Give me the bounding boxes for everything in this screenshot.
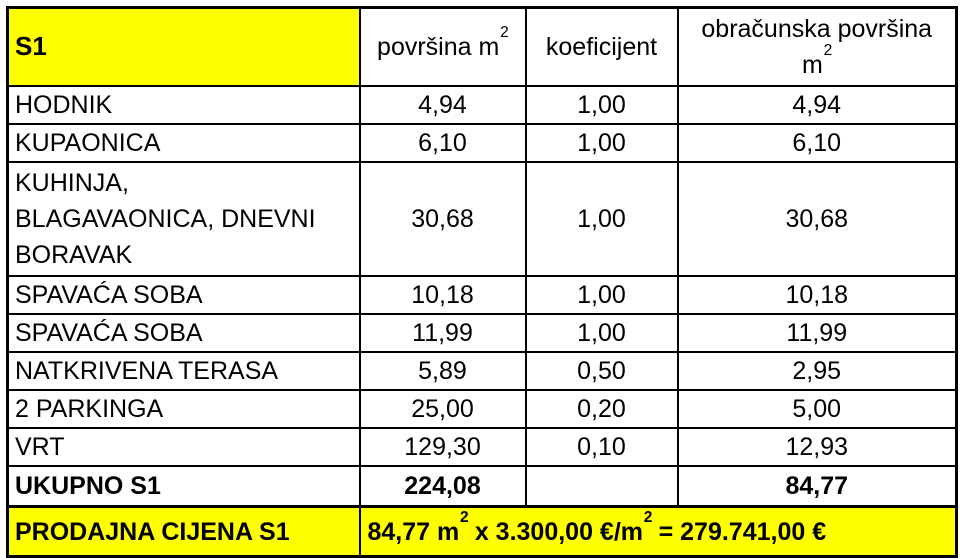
total-coefficient-cell bbox=[524, 465, 679, 508]
table-row: 2 PARKINGA 25,00 0,20 5,00 bbox=[6, 389, 958, 429]
area-cell: 6,10 bbox=[358, 123, 527, 163]
coefficient-cell: 1,00 bbox=[524, 161, 679, 277]
sale-price-label-cell: PRODAJNA CIJENA S1 bbox=[6, 505, 361, 558]
coefficient-cell: 1,00 bbox=[524, 85, 679, 125]
spreadsheet-page: S1 površina m2 koeficijent obračunska po… bbox=[6, 6, 958, 558]
coefficient-cell: 0,10 bbox=[524, 427, 679, 467]
calculated-area-cell: 10,18 bbox=[676, 275, 958, 315]
column-header-calculated-area: obračunska površina m2 bbox=[676, 6, 958, 87]
formula-superscript: 2 bbox=[643, 508, 653, 526]
area-header-superscript: 2 bbox=[500, 24, 509, 42]
room-name-cell: VRT bbox=[6, 427, 361, 467]
coefficient-header-label: koeficijent bbox=[545, 33, 658, 61]
area-cell: 11,99 bbox=[358, 313, 527, 353]
table-row: SPAVAĆA SOBA 10,18 1,00 10,18 bbox=[6, 275, 958, 315]
area-calculation-table: S1 površina m2 koeficijent obračunska po… bbox=[6, 6, 958, 558]
table-row: NATKRIVENA TERASA 5,89 0,50 2,95 bbox=[6, 351, 958, 391]
room-name-cell: NATKRIVENA TERASA bbox=[6, 351, 361, 391]
formula-result-part: = 279.741,00 € bbox=[651, 517, 827, 546]
calculated-area-cell: 12,93 bbox=[676, 427, 958, 467]
column-header-coefficient: koeficijent bbox=[524, 6, 679, 87]
calculated-area-header-superscript: 2 bbox=[823, 42, 833, 60]
area-cell: 30,68 bbox=[358, 161, 527, 277]
room-name-cell: KUHINJA, BLAGAVAONICA, DNEVNI BORAVAK bbox=[6, 161, 361, 277]
table-row: HODNIK 4,94 1,00 4,94 bbox=[6, 85, 958, 125]
room-name-cell: SPAVAĆA SOBA bbox=[6, 313, 361, 353]
table-row: VRT 129,30 0,10 12,93 bbox=[6, 427, 958, 467]
formula-area-part: 84,77 m bbox=[367, 517, 460, 546]
coefficient-cell: 0,20 bbox=[524, 389, 679, 429]
column-header-area: površina m2 bbox=[358, 6, 527, 87]
sale-price-formula-cell: 84,77 m2 x 3.300,00 €/m2 = 279.741,00 € bbox=[358, 505, 958, 558]
room-name-cell: HODNIK bbox=[6, 85, 361, 125]
total-row: UKUPNO S1 224,08 84,77 bbox=[6, 465, 958, 508]
area-cell: 4,94 bbox=[358, 85, 527, 125]
calculated-area-cell: 5,00 bbox=[676, 389, 958, 429]
room-name-cell: 2 PARKINGA bbox=[6, 389, 361, 429]
calculated-area-cell: 2,95 bbox=[676, 351, 958, 391]
area-cell: 10,18 bbox=[358, 275, 527, 315]
table-row: KUHINJA, BLAGAVAONICA, DNEVNI BORAVAK 30… bbox=[6, 161, 958, 277]
area-cell: 5,89 bbox=[358, 351, 527, 391]
table-header-row: S1 površina m2 koeficijent obračunska po… bbox=[6, 6, 958, 87]
formula-rate-part: x 3.300,00 €/m bbox=[467, 517, 644, 546]
coefficient-cell: 1,00 bbox=[524, 313, 679, 353]
formula-superscript: 2 bbox=[460, 508, 469, 526]
room-name-cell: SPAVAĆA SOBA bbox=[6, 275, 361, 315]
table-row: KUPAONICA 6,10 1,00 6,10 bbox=[6, 123, 958, 163]
calculated-area-header-label: obračunska površina m bbox=[701, 15, 933, 79]
coefficient-cell: 1,00 bbox=[524, 123, 679, 163]
area-header-label: površina m bbox=[377, 33, 500, 61]
coefficient-cell: 1,00 bbox=[524, 275, 679, 315]
unit-title: S1 bbox=[15, 31, 47, 62]
unit-title-cell: S1 bbox=[6, 6, 361, 87]
total-area-cell: 224,08 bbox=[358, 465, 527, 508]
calculated-area-cell: 4,94 bbox=[676, 85, 958, 125]
calculated-area-cell: 6,10 bbox=[676, 123, 958, 163]
area-cell: 25,00 bbox=[358, 389, 527, 429]
area-cell: 129,30 bbox=[358, 427, 527, 467]
calculated-area-cell: 11,99 bbox=[676, 313, 958, 353]
coefficient-cell: 0,50 bbox=[524, 351, 679, 391]
calculated-area-cell: 30,68 bbox=[676, 161, 958, 277]
total-label-cell: UKUPNO S1 bbox=[6, 465, 361, 508]
total-calculated-area-cell: 84,77 bbox=[676, 465, 958, 508]
table-row: SPAVAĆA SOBA 11,99 1,00 11,99 bbox=[6, 313, 958, 353]
sale-price-row: PRODAJNA CIJENA S1 84,77 m2 x 3.300,00 €… bbox=[6, 505, 958, 558]
room-name-cell: KUPAONICA bbox=[6, 123, 361, 163]
